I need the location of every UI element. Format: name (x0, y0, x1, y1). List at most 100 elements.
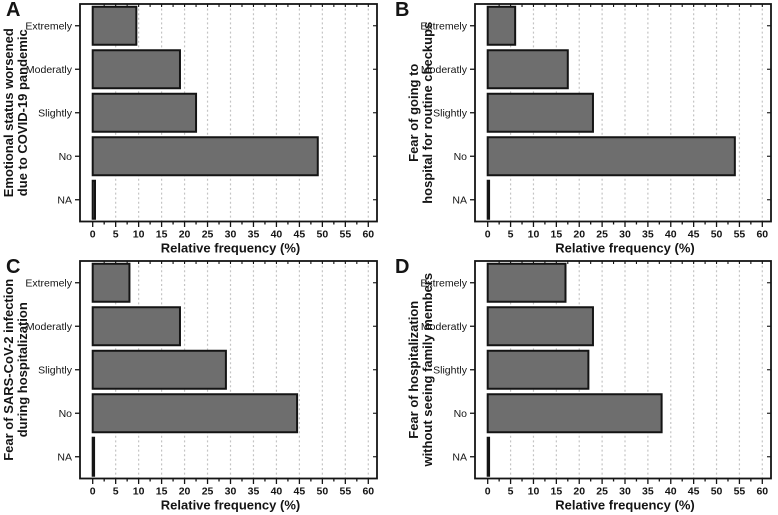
category-label: Slightly (38, 365, 73, 377)
bar-moderatly (91, 306, 181, 347)
x-tick-label: 10 (528, 229, 540, 241)
bar-na (486, 179, 491, 220)
x-tick-label: 25 (596, 229, 608, 241)
bar-slightly (486, 92, 594, 133)
x-tick-label: 25 (596, 486, 608, 498)
x-tick-label: 0 (90, 486, 96, 498)
y-axis-title-line: Fear of going to (406, 64, 421, 162)
x-tick-label: 35 (248, 486, 260, 498)
panel-c: C 0 5 10 15 20 25 30 35 40 45 50 55 60 Extremely Moder… (0, 257, 389, 515)
category-label: Moderatly (421, 64, 468, 76)
category-label: Extremely (420, 278, 467, 290)
x-tick-label: 5 (113, 486, 119, 498)
x-tick-label: 55 (339, 229, 351, 241)
bar-no (91, 136, 319, 177)
x-tick-label: 45 (294, 486, 306, 498)
bar-extremely (91, 5, 138, 46)
category-label: Extremely (25, 21, 72, 33)
category-label: Slightly (433, 108, 468, 120)
bar-no (486, 393, 663, 434)
x-tick-label: 50 (711, 486, 723, 498)
x-axis-title: Relative frequency (%) (161, 498, 300, 513)
y-axis-title-line: without seeing family members (420, 273, 435, 468)
bar-extremely (91, 262, 131, 303)
category-label: Extremely (420, 21, 467, 33)
x-tick-label: 45 (294, 229, 306, 241)
category-label: Extremely (25, 278, 72, 290)
x-tick-label: 5 (508, 229, 514, 241)
category-label: Slightly (38, 108, 73, 120)
x-tick-label: 60 (362, 486, 374, 498)
bar-slightly (91, 92, 198, 133)
x-tick-label: 30 (225, 486, 237, 498)
y-axis-title-line: due to COVID-19 pandemic (15, 29, 30, 196)
bar-chart-a: 0 5 10 15 20 25 30 35 40 45 50 55 60 Extremely Moderat… (1, 3, 378, 256)
x-tick-label: 0 (485, 486, 491, 498)
x-tick-label: 20 (179, 229, 191, 241)
x-tick-label: 40 (271, 229, 283, 241)
x-tick-label: 30 (225, 229, 237, 241)
x-tick-label: 15 (156, 486, 168, 498)
bar-na (486, 436, 491, 477)
bar-na (91, 179, 96, 220)
panel-d: D 0 5 10 15 20 25 30 35 40 45 50 55 60 Extremely Moder… (389, 257, 778, 515)
x-tick-label: 60 (756, 229, 768, 241)
x-tick-label: 50 (317, 486, 329, 498)
x-tick-label: 15 (551, 486, 563, 498)
bar-na (91, 436, 96, 477)
category-label: NA (452, 452, 467, 464)
bar-no (91, 393, 299, 434)
x-tick-label: 25 (202, 486, 214, 498)
x-tick-label: 35 (248, 229, 260, 241)
category-label: NA (57, 195, 72, 207)
x-tick-label: 5 (113, 229, 119, 241)
x-tick-label: 10 (133, 229, 145, 241)
x-tick-label: 10 (133, 486, 145, 498)
x-tick-label: 50 (317, 229, 329, 241)
x-tick-label: 55 (734, 486, 746, 498)
x-tick-label: 55 (339, 486, 351, 498)
category-label: Moderatly (26, 64, 73, 76)
bar-chart-b: 0 5 10 15 20 25 30 35 40 45 50 55 60 Extremely Moderat… (406, 3, 772, 256)
x-tick-label: 35 (642, 229, 654, 241)
x-tick-label: 40 (271, 486, 283, 498)
x-tick-label: 5 (508, 486, 514, 498)
y-axis-title-line: Fear of hospitalization (406, 301, 421, 439)
category-label: Moderatly (26, 321, 73, 333)
bar-moderatly (91, 49, 181, 90)
bar-chart-d: 0 5 10 15 20 25 30 35 40 45 50 55 60 Extremely Moderat… (406, 260, 772, 513)
category-label: NA (452, 195, 467, 207)
x-tick-label: 0 (485, 229, 491, 241)
panel-a: A 0 5 10 15 20 25 30 35 40 45 50 55 60 Extremely Moder… (0, 0, 389, 257)
panel-b: B 0 5 10 15 20 25 30 35 40 45 50 55 60 Extremely Moder… (389, 0, 778, 257)
bar-extremely (486, 262, 567, 303)
x-tick-label: 15 (551, 229, 563, 241)
x-tick-label: 40 (665, 486, 677, 498)
x-tick-label: 20 (573, 486, 585, 498)
x-tick-label: 50 (711, 229, 723, 241)
x-tick-label: 40 (665, 229, 677, 241)
category-label: Moderatly (421, 321, 468, 333)
x-tick-label: 45 (688, 229, 700, 241)
x-tick-label: 35 (642, 486, 654, 498)
category-label: No (454, 408, 468, 420)
x-axis-title: Relative frequency (%) (555, 241, 694, 256)
x-tick-label: 15 (156, 229, 168, 241)
x-tick-label: 45 (688, 486, 700, 498)
x-tick-label: 0 (90, 229, 96, 241)
x-tick-label: 25 (202, 229, 214, 241)
bar-slightly (91, 349, 227, 390)
bar-moderatly (486, 49, 569, 90)
x-tick-label: 60 (756, 486, 768, 498)
panel-letter-d: D (395, 256, 410, 278)
x-tick-label: 10 (528, 486, 540, 498)
x-tick-label: 30 (619, 229, 631, 241)
category-label: NA (57, 452, 72, 464)
bar-extremely (486, 5, 517, 46)
x-axis-title: Relative frequency (%) (555, 498, 694, 513)
category-label: No (59, 151, 73, 163)
x-tick-label: 20 (573, 229, 585, 241)
x-tick-label: 60 (362, 229, 374, 241)
panel-letter-b: B (395, 0, 410, 21)
